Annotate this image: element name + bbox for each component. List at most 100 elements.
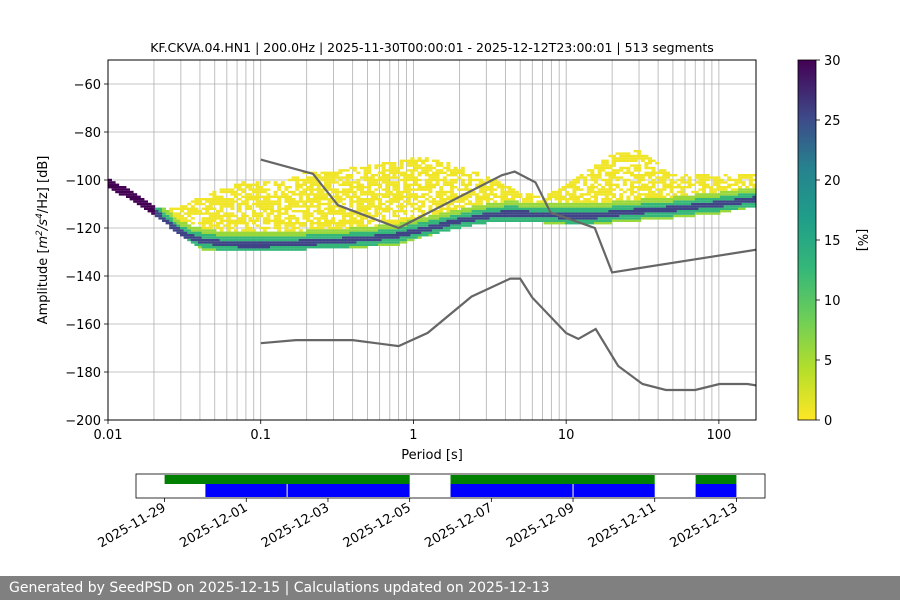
pdf-cell xyxy=(403,186,408,189)
pdf-cell xyxy=(475,174,480,177)
pdf-cell xyxy=(507,193,512,196)
pdf-cell xyxy=(403,178,408,182)
pdf-cell xyxy=(226,198,231,201)
pdf-cell xyxy=(748,200,753,203)
pdf-cell xyxy=(590,195,595,198)
pdf-cell xyxy=(316,217,321,220)
pdf-cell xyxy=(284,246,289,249)
pdf-cell xyxy=(230,188,235,191)
pdf-cell xyxy=(666,207,670,210)
pdf-cell xyxy=(640,178,645,182)
pdf-cell xyxy=(558,207,562,210)
pdf-cell xyxy=(608,183,613,186)
pdf-cell xyxy=(266,195,271,198)
pdf-cell xyxy=(356,238,361,242)
pdf-cell xyxy=(572,183,577,186)
pdf-cell xyxy=(385,162,390,165)
pdf-cell xyxy=(550,193,555,196)
pdf-cell xyxy=(262,207,267,210)
pdf-cell xyxy=(378,243,382,246)
pdf-cell xyxy=(716,207,721,210)
pdf-cell xyxy=(720,202,724,206)
pdf-cell xyxy=(745,200,750,203)
pdf-cell xyxy=(259,234,264,237)
pdf-cell xyxy=(648,171,652,174)
pdf-cell xyxy=(590,219,595,222)
pdf-cell xyxy=(608,217,613,220)
pdf-cell xyxy=(280,238,285,242)
pdf-cell xyxy=(327,219,332,222)
pdf-cell xyxy=(738,186,742,189)
pdf-cell xyxy=(230,222,235,225)
pdf-cell xyxy=(428,169,433,172)
pdf-cell xyxy=(748,178,753,182)
pdf-cell xyxy=(381,169,386,172)
pdf-cell xyxy=(489,188,494,191)
pdf-cell xyxy=(320,243,325,246)
pdf-cell xyxy=(226,205,231,208)
pdf-cell xyxy=(712,190,717,194)
pdf-cell xyxy=(612,205,616,208)
pdf-cell xyxy=(338,234,343,237)
pdf-cell xyxy=(655,188,660,191)
pdf-cell xyxy=(630,205,634,208)
pdf-cell xyxy=(154,207,159,210)
pdf-cell xyxy=(378,226,382,230)
pdf-cell xyxy=(381,210,386,213)
pdf-cell xyxy=(406,231,411,234)
pdf-cell xyxy=(306,229,310,232)
pdf-cell xyxy=(313,236,318,239)
pdf-cell xyxy=(684,207,688,210)
pdf-cell xyxy=(201,241,206,244)
pdf-cell xyxy=(457,217,462,220)
pdf-cell xyxy=(457,222,462,225)
pdf-cell xyxy=(712,176,717,179)
pdf-cell xyxy=(727,202,732,206)
pdf-cell xyxy=(320,224,325,227)
pdf-cell xyxy=(396,210,400,213)
pdf-cell xyxy=(309,234,314,237)
pdf-cell xyxy=(266,200,271,203)
pdf-cell xyxy=(432,229,436,232)
pdf-cell xyxy=(428,217,433,220)
pdf-cell xyxy=(122,188,127,191)
pdf-cell xyxy=(392,212,397,215)
pdf-cell xyxy=(309,193,314,196)
pdf-cell xyxy=(417,234,422,237)
pdf-cell xyxy=(738,202,742,206)
pdf-cell xyxy=(216,236,220,239)
pdf-cell xyxy=(345,178,350,182)
pdf-cell xyxy=(327,181,332,184)
pdf-cell xyxy=(705,193,710,196)
pdf-cell xyxy=(219,241,224,244)
pdf-cell xyxy=(500,188,505,191)
pdf-cell xyxy=(676,198,681,201)
pdf-cell xyxy=(356,236,361,239)
pdf-cell xyxy=(406,226,411,230)
pdf-cell xyxy=(230,236,235,239)
pdf-cell xyxy=(338,241,343,244)
pdf-cell xyxy=(583,198,588,201)
pdf-cell xyxy=(295,193,300,196)
pdf-cell xyxy=(360,190,364,194)
pdf-cell xyxy=(518,195,523,198)
pdf-cell xyxy=(234,246,238,249)
pdf-cell xyxy=(403,188,408,191)
pdf-cell xyxy=(331,210,336,213)
pdf-cell xyxy=(309,214,314,218)
pdf-cell xyxy=(673,193,678,196)
pdf-cell xyxy=(702,212,706,215)
pdf-cell xyxy=(316,188,321,191)
pdf-cell xyxy=(342,190,346,194)
pdf-cell xyxy=(187,207,192,210)
pdf-cell xyxy=(738,178,742,182)
pdf-cell xyxy=(331,171,336,174)
pdf-cell xyxy=(727,207,732,210)
pdf-cell xyxy=(576,198,580,201)
pdf-cell xyxy=(270,200,274,203)
pdf-cell xyxy=(241,217,246,220)
pdf-cell xyxy=(590,186,595,189)
pdf-cell xyxy=(414,183,418,186)
pdf-cell xyxy=(536,217,541,220)
pdf-cell xyxy=(291,236,296,239)
